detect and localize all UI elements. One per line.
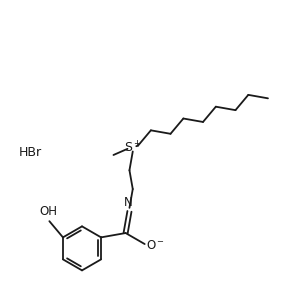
Text: S$^+$: S$^+$	[124, 140, 142, 156]
Text: O$^-$: O$^-$	[146, 239, 164, 252]
Text: OH: OH	[39, 205, 57, 218]
Text: N: N	[124, 196, 133, 209]
Text: HBr: HBr	[19, 147, 42, 159]
